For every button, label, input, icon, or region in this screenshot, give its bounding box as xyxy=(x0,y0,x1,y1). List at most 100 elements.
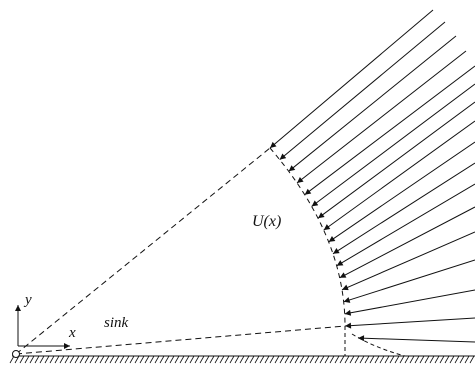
velocity-arrows xyxy=(269,9,475,343)
hatch-mark xyxy=(384,355,390,364)
hatch-mark xyxy=(149,355,155,364)
hatch-mark xyxy=(339,355,345,364)
hatch-mark xyxy=(214,355,220,364)
velocity-arrow xyxy=(269,9,434,149)
hatch-mark xyxy=(414,355,420,364)
hatch-mark xyxy=(454,355,460,364)
y-axis-label: y xyxy=(23,292,32,308)
corner-arc xyxy=(351,333,406,357)
hatch-mark xyxy=(84,355,90,364)
hatch-mark xyxy=(344,355,350,364)
hatch-mark xyxy=(399,355,405,364)
hatch-mark xyxy=(239,355,245,364)
hatch-mark xyxy=(179,355,185,364)
hatch-mark xyxy=(119,355,125,364)
sink-label: sink xyxy=(104,315,129,331)
hatch-mark xyxy=(259,355,265,364)
velocity-arrow xyxy=(341,231,475,291)
velocity-arrow xyxy=(339,206,475,279)
velocity-arrow xyxy=(336,183,475,267)
hatch-mark xyxy=(409,355,415,364)
hatch-mark xyxy=(44,355,50,364)
hatch-mark xyxy=(459,355,465,364)
velocity-arrow xyxy=(357,335,475,343)
velocity-arrow xyxy=(344,317,475,329)
hatch-mark xyxy=(314,355,320,364)
velocity-arrow xyxy=(288,35,457,172)
velocity-arrow xyxy=(311,83,475,207)
hatch-mark xyxy=(319,355,325,364)
hatch-mark xyxy=(99,355,105,364)
hatch-mark xyxy=(109,355,115,364)
hatch-mark xyxy=(439,355,445,364)
hatch-mark xyxy=(94,355,100,364)
hatch-mark xyxy=(264,355,270,364)
hatch-mark xyxy=(364,355,370,364)
hatch-mark xyxy=(234,355,240,364)
hatch-mark xyxy=(164,355,170,364)
hatch-mark xyxy=(394,355,400,364)
hatch-mark xyxy=(244,355,250,364)
origin-marker xyxy=(12,350,20,358)
wall-hatching xyxy=(9,355,475,364)
hatch-mark xyxy=(89,355,95,364)
hatch-mark xyxy=(139,355,145,364)
hatch-mark xyxy=(444,355,450,364)
hatch-mark xyxy=(194,355,200,364)
hatch-mark xyxy=(449,355,455,364)
hatch-mark xyxy=(199,355,205,364)
hatch-mark xyxy=(144,355,150,364)
hatch-mark xyxy=(329,355,335,364)
hatch-mark xyxy=(354,355,360,364)
hatch-mark xyxy=(64,355,70,364)
hatch-mark xyxy=(34,355,40,364)
hatch-mark xyxy=(349,355,355,364)
upper-sector-boundary xyxy=(15,147,271,355)
x-axis-label: x xyxy=(68,325,76,341)
hatch-mark xyxy=(369,355,375,364)
hatch-mark xyxy=(334,355,340,364)
hatch-mark xyxy=(79,355,85,364)
velocity-arrow xyxy=(332,162,475,255)
hatch-mark xyxy=(389,355,395,364)
hatch-mark xyxy=(294,355,300,364)
velocity-arrow xyxy=(304,65,475,196)
hatch-mark xyxy=(289,355,295,364)
velocity-label: U(x) xyxy=(252,213,281,230)
hatch-mark xyxy=(69,355,75,364)
velocity-arrow xyxy=(344,289,475,316)
velocity-arrow xyxy=(279,21,446,160)
hatch-mark xyxy=(19,355,25,364)
hatch-mark xyxy=(359,355,365,364)
hatch-mark xyxy=(184,355,190,364)
hatch-mark xyxy=(39,355,45,364)
hatch-mark xyxy=(419,355,425,364)
hatch-mark xyxy=(324,355,330,364)
hatch-mark xyxy=(224,355,230,364)
hatch-mark xyxy=(404,355,410,364)
hatch-mark xyxy=(249,355,255,364)
velocity-arrow xyxy=(328,141,475,243)
hatch-mark xyxy=(284,355,290,364)
hatch-mark xyxy=(204,355,210,364)
hatch-mark xyxy=(379,355,385,364)
hatch-mark xyxy=(309,355,315,364)
hatch-mark xyxy=(59,355,65,364)
hatch-mark xyxy=(464,355,470,364)
hatch-mark xyxy=(274,355,280,364)
hatch-mark xyxy=(424,355,430,364)
hatch-mark xyxy=(434,355,440,364)
hatch-mark xyxy=(299,355,305,364)
velocity-arrow xyxy=(317,101,475,219)
hatch-mark xyxy=(114,355,120,364)
hatch-mark xyxy=(154,355,160,364)
hatch-mark xyxy=(254,355,260,364)
hatch-mark xyxy=(29,355,35,364)
hatch-mark xyxy=(304,355,310,364)
hatch-mark xyxy=(129,355,135,364)
hatch-mark xyxy=(429,355,435,364)
hatch-mark xyxy=(469,355,475,364)
inlet-arc xyxy=(269,147,346,327)
